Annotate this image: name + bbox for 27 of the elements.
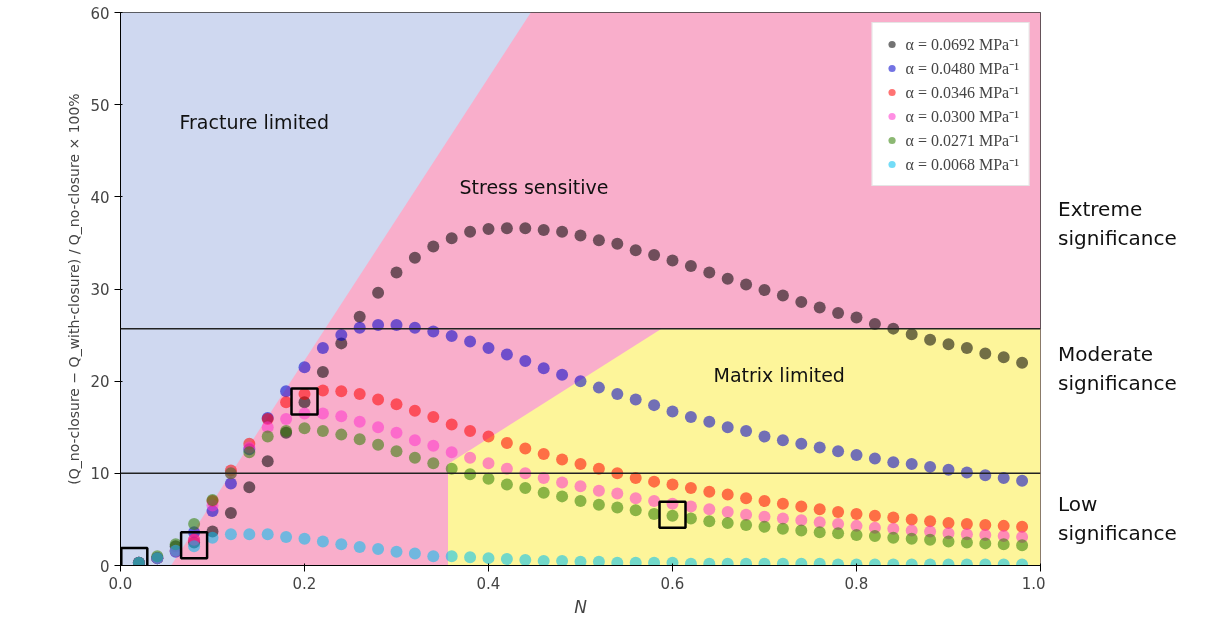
y-tick-label: 10 [90,465,110,484]
annotation: Stress sensitive [459,175,609,198]
y-axis-title: (Q_no-closure − Q_with-closure) / Q_no-closure × 100% [66,93,83,485]
y-tick-label: 0 [99,557,110,576]
text: Moderate significance [1058,341,1178,397]
x-tick-label: 0.8 [844,574,869,593]
text: Low significance [1058,491,1178,547]
y-tick-label: 50 [90,96,110,115]
text: Extreme significance [1058,196,1178,252]
y-tick-label: 20 [90,373,110,392]
x-tick-label: 0.6 [660,574,685,593]
legend-label: α = 0.0480 MPa⁻¹ [905,59,1019,79]
annotation: Fracture limited [179,110,330,133]
legend-label: α = 0.0271 MPa⁻¹ [905,131,1019,151]
legend-label: α = 0.0068 MPa⁻¹ [905,155,1019,175]
legend-label: α = 0.0346 MPa⁻¹ [905,83,1019,103]
x-tick-label: 0.4 [476,574,501,593]
x-tick-label: 0.2 [292,574,317,593]
x-axis-title: N [574,596,588,617]
annotation: Matrix limited [713,363,845,386]
y-tick-label: 30 [90,281,110,299]
legend-label: α = 0.0692 MPa⁻¹ [905,35,1019,55]
y-tick-label: 40 [90,188,110,207]
y-tick-label: 60 [90,4,110,23]
legend-label: α = 0.0300 MPa⁻¹ [905,107,1019,127]
x-tick-label: 1.0 [1021,574,1046,593]
x-tick-label: 0.0 [108,574,133,593]
